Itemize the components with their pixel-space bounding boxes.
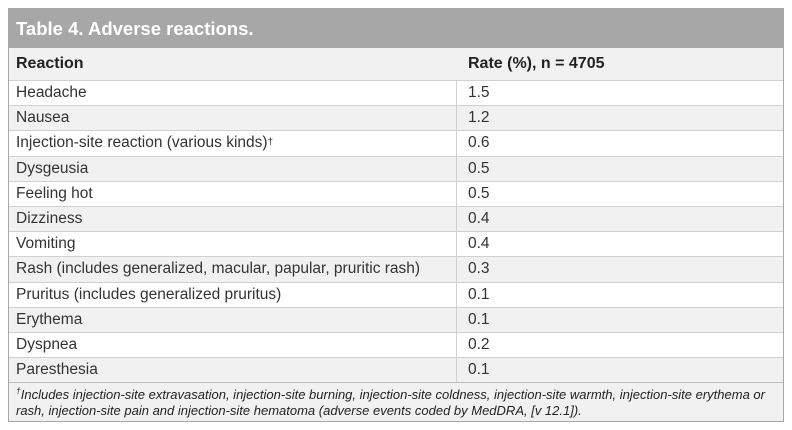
adverse-reactions-table: Table 4. Adverse reactions. Reaction Rat…: [8, 8, 784, 422]
reaction-cell: Dysgeusia: [9, 156, 457, 181]
reaction-name: Paresthesia: [16, 361, 98, 379]
rate-cell: 0.5: [468, 184, 490, 202]
table-row: Dysgeusia 0.5: [9, 155, 783, 181]
reaction-name: Rash (includes generalized, macular, pap…: [16, 260, 421, 278]
reaction-name: Dizziness: [16, 210, 83, 228]
table-row: Dizziness 0.4: [9, 205, 783, 232]
reaction-name: Dyspnea: [16, 335, 78, 353]
rate-cell: 0.4: [468, 210, 490, 228]
reaction-cell: Feeling hot: [9, 181, 457, 206]
rate-cell: 0.1: [468, 285, 490, 303]
reaction-cell: Dyspnea: [9, 332, 457, 358]
reaction-name: Injection-site reaction (various kinds): [16, 134, 268, 152]
reaction-name: Nausea: [16, 109, 70, 127]
table-row: Erythema 0.1: [9, 306, 783, 332]
reaction-cell: Pruritus (includes generalized pruritus): [9, 282, 457, 307]
rate-cell: 1.5: [468, 84, 490, 102]
header-rate: Rate (%), n = 4705: [468, 55, 605, 72]
rate-cell: 0.2: [468, 335, 490, 353]
table-header-row: Reaction Rate (%), n = 4705: [9, 48, 783, 80]
rate-cell: 0.6: [468, 134, 490, 152]
table-title: Table 4. Adverse reactions.: [9, 9, 783, 48]
table-row: Pruritus (includes generalized pruritus)…: [9, 281, 783, 307]
table-row: Injection-site reaction (various kinds) †…: [9, 130, 783, 156]
rate-cell: 1.2: [468, 109, 490, 127]
rate-cell: 0.3: [468, 260, 490, 278]
table-row: Headache 1.5: [9, 80, 783, 106]
reaction-name: Pruritus (includes generalized pruritus): [16, 285, 282, 303]
rate-cell: 0.5: [468, 159, 490, 177]
table-row: Feeling hot 0.5: [9, 180, 783, 206]
rate-cell: 0.4: [468, 235, 490, 253]
footnote-marker: †: [16, 385, 21, 396]
reaction-cell: Rash (includes generalized, macular, pap…: [9, 257, 457, 282]
reaction-name: Dysgeusia: [16, 159, 89, 177]
rate-cell: 0.1: [468, 310, 490, 328]
reaction-cell: Dizziness: [9, 206, 457, 232]
reaction-cell: Paresthesia: [9, 358, 457, 383]
table-footnote: †Includes injection-site extravasation, …: [9, 382, 783, 419]
table-row: Rash (includes generalized, macular, pap…: [9, 256, 783, 282]
reaction-cell: Injection-site reaction (various kinds) †: [9, 131, 457, 156]
table-row: Paresthesia 0.1: [9, 357, 783, 383]
table-body: Headache 1.5 Nausea 1.2 Injection-site react…: [9, 80, 783, 383]
table-row: Vomiting 0.4: [9, 231, 783, 257]
rate-cell: 0.1: [468, 361, 490, 379]
footnote-text: Includes injection-site extravasation, i…: [16, 387, 765, 419]
reaction-name: Headache: [16, 84, 87, 102]
reaction-cell: Headache: [9, 81, 457, 106]
table-row: Dyspnea 0.2: [9, 331, 783, 358]
table-row: Nausea 1.2: [9, 105, 783, 131]
reaction-cell: Vomiting: [9, 232, 457, 257]
reaction-name: Erythema: [16, 310, 83, 328]
reaction-name: Feeling hot: [16, 184, 93, 202]
reaction-cell: Nausea: [9, 106, 457, 131]
reaction-cell: Erythema: [9, 307, 457, 332]
reaction-name: Vomiting: [16, 235, 76, 253]
header-reaction: Reaction: [16, 55, 84, 72]
